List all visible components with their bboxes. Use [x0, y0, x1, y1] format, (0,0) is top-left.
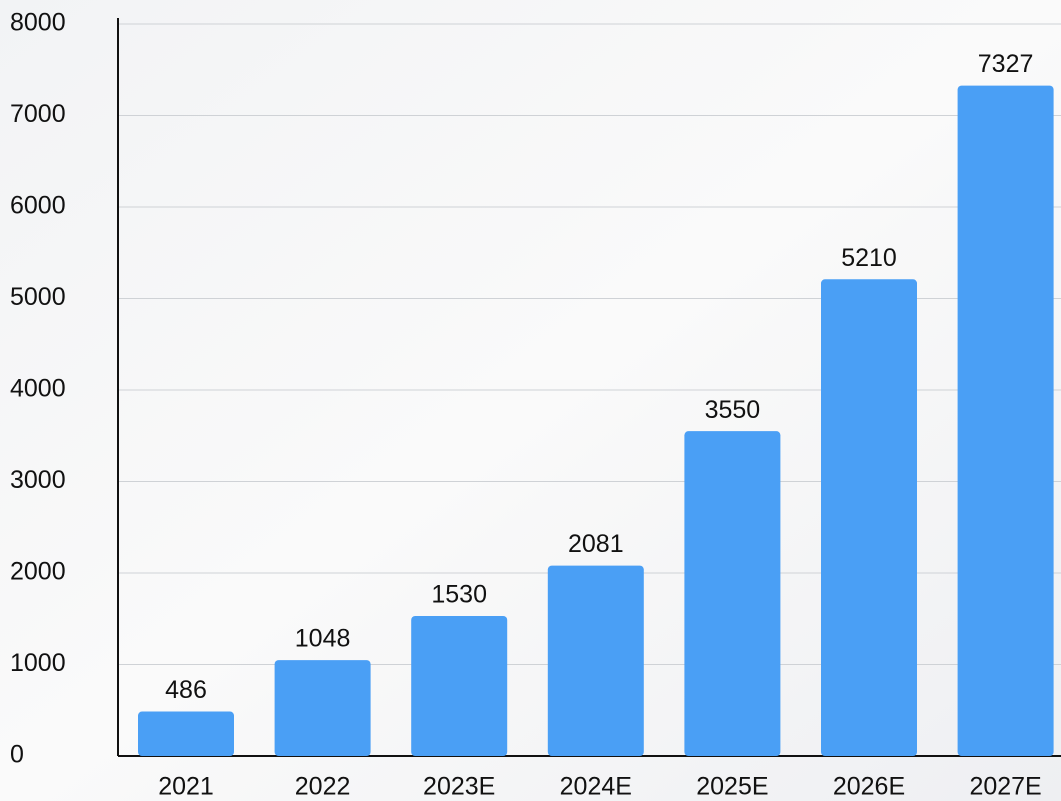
data-label: 3550 — [705, 396, 761, 424]
y-tick-label: 2000 — [10, 558, 66, 586]
y-tick-label: 4000 — [10, 375, 66, 403]
data-label: 486 — [165, 676, 207, 704]
x-tick-label: 2022 — [295, 773, 351, 801]
data-label: 2081 — [568, 530, 624, 558]
y-tick-label: 0 — [10, 741, 24, 769]
data-label: 1048 — [295, 625, 351, 653]
x-tick-label: 2021 — [158, 773, 214, 801]
bar — [821, 279, 917, 756]
y-tick-label: 3000 — [10, 466, 66, 494]
y-tick-label: 5000 — [10, 283, 66, 311]
y-tick-label: 1000 — [10, 649, 66, 677]
x-tick-label: 2023E — [423, 773, 495, 801]
data-label: 5210 — [841, 244, 897, 272]
data-label: 7327 — [978, 50, 1034, 78]
bar — [547, 565, 644, 756]
bar — [274, 660, 371, 756]
data-label: 1530 — [431, 581, 487, 609]
x-tick-label: 2025E — [696, 773, 768, 801]
bar — [684, 431, 781, 756]
bar — [411, 616, 508, 756]
y-tick-label: 8000 — [10, 9, 66, 37]
y-tick-label: 6000 — [10, 192, 66, 220]
bar — [138, 711, 234, 756]
bar — [957, 85, 1054, 757]
x-tick-label: 2024E — [560, 773, 632, 801]
y-tick-label: 7000 — [10, 100, 66, 128]
x-tick-label: 2027E — [969, 773, 1041, 801]
x-tick-label: 2026E — [833, 773, 905, 801]
